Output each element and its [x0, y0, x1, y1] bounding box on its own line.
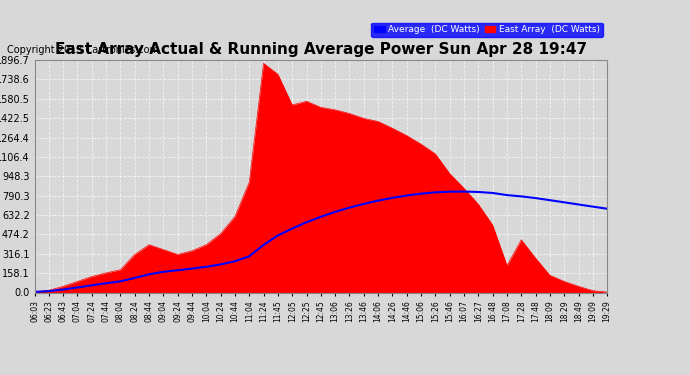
Legend: Average  (DC Watts), East Array  (DC Watts): Average (DC Watts), East Array (DC Watts… [371, 22, 602, 37]
Title: East Array Actual & Running Average Power Sun Apr 28 19:47: East Array Actual & Running Average Powe… [55, 42, 587, 57]
Text: Copyright 2013 Cartronics.com: Copyright 2013 Cartronics.com [7, 45, 159, 55]
